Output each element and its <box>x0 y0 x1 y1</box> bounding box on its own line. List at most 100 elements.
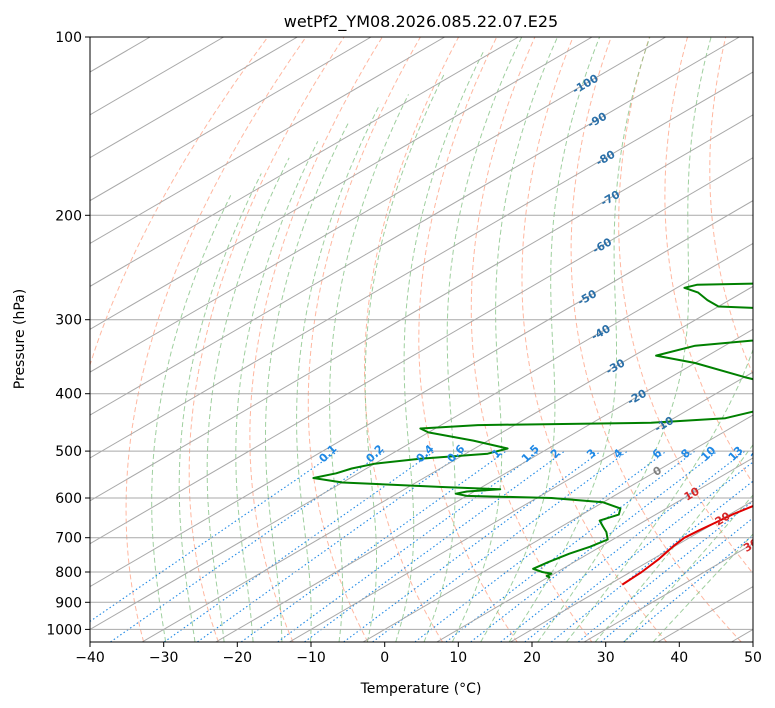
mixing-ratio-line <box>277 450 541 642</box>
isotherm-label: -90 <box>585 110 609 131</box>
temperature-profile-line <box>621 504 753 586</box>
mixing-ratio-label: 10 <box>698 443 718 463</box>
isotherm-label: 10 <box>682 484 702 503</box>
y-tick-label: 900 <box>55 595 82 611</box>
chart-title: wetPf2_YM08.2026.085.22.07.E25 <box>284 12 558 32</box>
isotherm-gridline <box>90 37 593 330</box>
dry-adiabat-line <box>709 37 753 376</box>
dry-adiabat-line <box>188 37 345 642</box>
y-tick-label: 400 <box>55 387 82 403</box>
x-tick-label: 30 <box>597 650 615 666</box>
moist-adiabat-line <box>623 494 753 642</box>
isotherm-label: -70 <box>598 188 622 209</box>
mixing-ratio-line <box>524 461 753 642</box>
isotherm-gridline <box>90 37 224 116</box>
isotherm-label: -80 <box>594 148 618 169</box>
moist-adiabat-line <box>423 37 523 642</box>
moist-adiabats <box>151 37 753 642</box>
mixing-ratio-line <box>470 450 718 642</box>
mixing-ratio-line <box>343 450 602 642</box>
x-axis-ticks: −40 −30 −20 −10 0 10 20 30 40 50 <box>75 642 762 666</box>
dewpoint-profile-line <box>312 282 753 579</box>
mixing-ratio-label: 1.5 <box>519 442 542 465</box>
y-tick-label: 500 <box>55 444 82 460</box>
mixing-ratio-line <box>600 517 753 642</box>
y-axis-ticks: 1000 900 800 700 600 500 400 300 200 100 <box>46 30 90 638</box>
x-tick-label: −40 <box>75 650 105 666</box>
moist-adiabat-line <box>265 123 349 642</box>
mixing-ratio-line <box>110 450 386 642</box>
x-tick-label: −20 <box>223 650 253 666</box>
isotherm-gridline <box>90 37 666 373</box>
y-tick-label: 600 <box>55 491 82 507</box>
mixing-ratio-label: 0.2 <box>363 442 386 465</box>
isotherm-gridline <box>90 37 372 202</box>
isotherm-label: 20 <box>713 509 733 528</box>
y-tick-label: 700 <box>55 531 82 547</box>
isotherm-gridline <box>90 37 445 245</box>
mixing-ratio-line <box>500 450 746 642</box>
mixing-ratio-label: 0.1 <box>316 442 339 465</box>
profile-series <box>312 282 753 586</box>
dry-adiabat-line <box>664 37 753 485</box>
y-tick-label: 800 <box>55 565 82 581</box>
isotherm-grid <box>0 37 753 642</box>
x-tick-label: 10 <box>449 650 467 666</box>
mixing-ratio-label: 3 <box>584 446 599 461</box>
x-tick-label: 50 <box>744 650 762 666</box>
moist-adiabat-line <box>480 37 601 642</box>
isobar-grid <box>90 37 753 630</box>
moist-adiabat-line <box>178 173 262 642</box>
mixing-ratio-label: 0.6 <box>444 442 467 465</box>
isotherm-gridline <box>436 457 753 642</box>
x-tick-label: 0 <box>380 650 389 666</box>
x-tick-label: −30 <box>149 650 179 666</box>
isotherm-gridline <box>0 37 3 642</box>
isotherm-gridline <box>657 586 753 642</box>
dry-adiabat-line <box>90 37 269 367</box>
dry-adiabat-line <box>364 37 460 642</box>
isotherm-gridline <box>90 37 740 416</box>
moist-adiabat-line <box>566 348 753 642</box>
isotherm-gridline <box>510 500 753 642</box>
isotherm-label: -10 <box>652 414 676 435</box>
plot-area: -100-90-80-70-60-50-40-30-20-10010203040… <box>0 37 768 642</box>
mixing-ratio-line <box>623 534 753 642</box>
y-axis-label: Pressure (hPa) <box>12 289 28 389</box>
isotherm-label: -60 <box>590 235 614 256</box>
mixing-ratio-line <box>163 450 436 642</box>
dry-adiabat-line <box>752 132 753 158</box>
isotherm-gridline <box>90 200 753 588</box>
mixing-ratio-label: 8 <box>678 446 693 461</box>
mixing-ratio-label: 0.4 <box>414 442 437 465</box>
plot-frame <box>89 36 754 643</box>
moist-adiabat-line <box>537 37 712 642</box>
mixing-ratio-line <box>304 450 566 642</box>
y-tick-label: 1000 <box>46 622 82 638</box>
moist-adiabat-line <box>652 533 753 642</box>
x-axis-label: Temperature (°C) <box>360 681 482 697</box>
dry-adiabat-line <box>618 37 753 575</box>
isotherm-gridline <box>90 157 753 545</box>
mixing-ratio-lines <box>90 450 753 642</box>
dry-adiabat-line <box>418 37 518 642</box>
mixing-ratio-line <box>414 450 667 642</box>
isotherm-label: -30 <box>604 356 628 377</box>
x-tick-label: 40 <box>670 650 688 666</box>
mixing-ratio-label: 13 <box>726 444 746 464</box>
y-tick-label: 200 <box>55 208 82 224</box>
isotherm-label: -50 <box>575 287 599 308</box>
x-tick-label: −10 <box>296 650 326 666</box>
isotherm-label: -20 <box>625 387 649 408</box>
x-tick-label: 20 <box>523 650 541 666</box>
isotherm-gridline <box>90 37 298 159</box>
mixing-ratio-label: 4 <box>611 446 626 461</box>
moist-adiabat-line <box>296 104 381 642</box>
isotherm-gridline <box>215 328 753 642</box>
isotherm-gridline <box>90 37 519 287</box>
mixing-ratio-label: 2 <box>548 446 563 461</box>
dry-adiabat-line <box>307 37 421 642</box>
mixing-ratio-label: 16 <box>748 443 768 463</box>
isotherm-gridline <box>141 285 753 642</box>
